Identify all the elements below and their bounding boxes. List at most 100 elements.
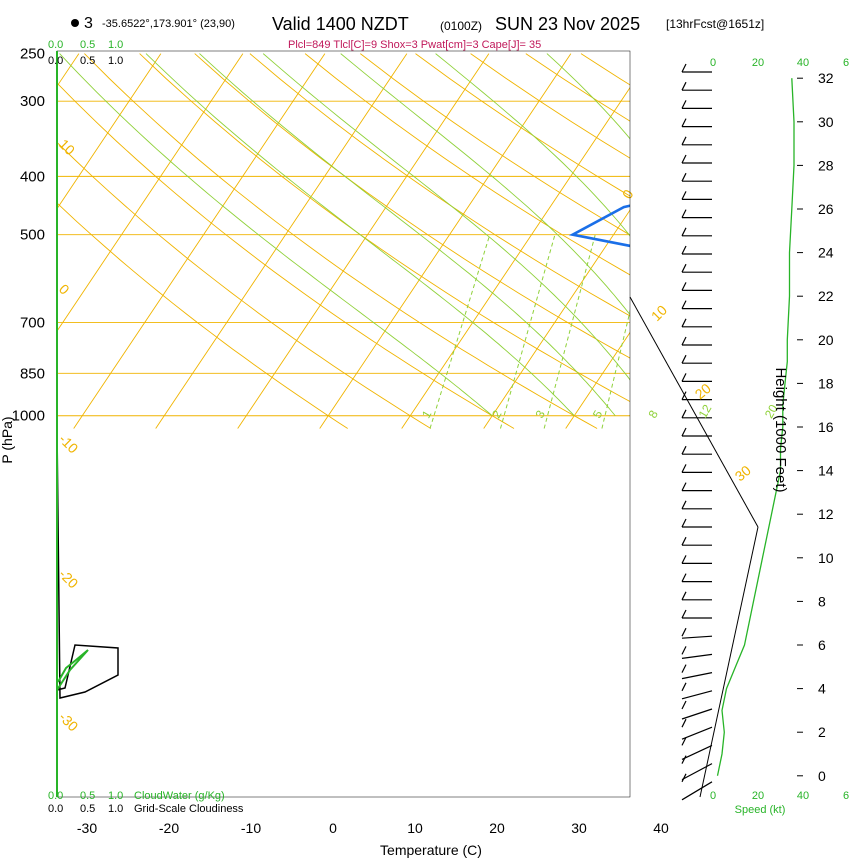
cloudiness-scale-bottom-0: 0.0 [48, 803, 63, 815]
wind-barb-35 [681, 708, 713, 720]
mixing-ratio-1 [429, 234, 491, 429]
wind-barb-flag-6 [681, 172, 687, 182]
y-axis-title: P (hPa) [0, 416, 15, 463]
cloudwater-scale-top-1: 0.5 [80, 39, 95, 51]
height-scale-line-upper [629, 296, 759, 528]
p-tick-label-300: 300 [20, 93, 45, 110]
wind-barb-flag-27 [681, 555, 687, 564]
mixing-ratio-label-1: 1 [419, 408, 435, 421]
cloudwater-scale-bottom-1: 0.5 [80, 790, 95, 802]
speed-bottom-60: 6 [843, 790, 849, 802]
isotherm-10 [648, 54, 850, 429]
height-tick-label-10: 10 [818, 550, 834, 566]
height-tick-label-2: 2 [818, 724, 826, 740]
height-tick-label-26: 26 [818, 201, 834, 217]
forecast-date: SUN 23 Nov 2025 [495, 14, 640, 34]
wind-barb-flag-10 [681, 245, 687, 255]
dry-adiabat-60 [415, 53, 630, 197]
moist-adiabat-3 [262, 53, 630, 381]
wind-barb-flag-22 [681, 464, 687, 473]
wind-barb-flag-38 [681, 755, 687, 764]
dry-adiabat-50 [360, 53, 630, 236]
wind-barb-32 [681, 653, 713, 659]
x-tick-label-0: 0 [329, 820, 337, 836]
wind-barb-37 [681, 744, 713, 760]
mixing-ratio-2 [499, 234, 556, 429]
p-tick-label-850: 850 [20, 365, 45, 382]
height-axis-title: Height (1000 Feet) [772, 367, 789, 492]
height-tick-label-20: 20 [818, 332, 834, 348]
wind-barb-flag-29 [681, 591, 687, 601]
isotherm-label-1: 10 [648, 302, 670, 324]
cloudiness-scale-top-1: 0.5 [80, 55, 95, 67]
moist-adiabat-8 [758, 54, 850, 416]
wind-barb-flag-31 [681, 627, 687, 637]
wind-barb-39 [681, 781, 713, 801]
isotherm-label-3: 30 [732, 462, 754, 484]
speed-bottom-40: 40 [797, 790, 809, 802]
wind-barb-flag-24 [681, 500, 687, 510]
moist-adiabat-1 [145, 53, 575, 417]
utc-time: (0100Z) [440, 19, 482, 33]
wind-speed-profile [716, 78, 795, 776]
p-tick-label-250: 250 [20, 46, 45, 63]
wind-barb-flag-20 [681, 427, 687, 437]
isotherm-label-2: 20 [692, 380, 714, 402]
cloudiness-line [56, 428, 119, 699]
cloud-panel [56, 428, 119, 699]
cloudwater-scale-top-0: 0.0 [48, 39, 63, 51]
wind-barb-flag-9 [681, 227, 687, 237]
wind-barb-flag-32 [681, 646, 687, 655]
isotherm-label-7: -20 [56, 566, 82, 592]
speed-top-0: 0 [710, 57, 716, 69]
wind-barb-33 [681, 672, 713, 680]
wind-barb-flag-37 [681, 737, 687, 746]
wind-barb-flag-25 [681, 518, 687, 528]
height-scale-line-lower [699, 526, 759, 798]
wind-barb-flag-39 [681, 773, 687, 783]
x-axis-title: Temperature (C) [380, 842, 482, 858]
dry-adiabat-10 [139, 53, 630, 403]
x-tick-label--10: -10 [241, 820, 261, 836]
mixing-ratio-label-8: 8 [645, 408, 661, 421]
height-tick-label-0: 0 [818, 768, 826, 784]
speed-top-60: 6 [843, 57, 849, 69]
wind-barb-flag-19 [681, 409, 687, 419]
mixing-ratio-5 [601, 309, 630, 429]
dry-adiabat-130 [802, 54, 850, 429]
dry-adiabat-20 [194, 53, 630, 359]
wind-barb-flag-7 [681, 191, 687, 200]
dry-adiabat-0 [84, 53, 598, 429]
dry-adiabat-120 [747, 54, 850, 429]
dry-adiabat-80 [525, 53, 630, 122]
valid-time: Valid 1400 NZDT [272, 14, 409, 34]
wind-barb-flag-2 [681, 100, 687, 109]
isotherm--40 [237, 53, 490, 429]
wind-barb-36 [681, 726, 713, 740]
wind-barb-flag-4 [681, 136, 687, 146]
mixing-ratio-label-12: 12 [696, 402, 715, 421]
wind-barb-flag-26 [681, 536, 687, 546]
moist-adiabat-4 [340, 53, 630, 316]
speed-bottom-0: 0 [710, 790, 716, 802]
wind-barb-flag-1 [681, 81, 687, 91]
height-tick-label-18: 18 [818, 375, 834, 391]
moist-adiabat-2 [199, 53, 616, 416]
height-tick-label-16: 16 [818, 419, 834, 435]
height-tick-label-22: 22 [818, 288, 834, 304]
wind-barb-flag-14 [681, 318, 687, 328]
wind-barb-flag-13 [681, 300, 687, 309]
station-id: 3 [84, 15, 93, 32]
wind-barb-flag-23 [681, 482, 687, 491]
cloudiness-label: Grid-Scale Cloudiness [134, 803, 244, 815]
speed-label: Speed (kt) [735, 804, 786, 816]
height-tick-label-14: 14 [818, 463, 834, 479]
isotherm--60 [73, 53, 326, 429]
wind-barb-flag-18 [681, 391, 687, 400]
height-tick-label-30: 30 [818, 114, 834, 130]
moist-adiabat-5 [435, 53, 630, 237]
isotherm-0 [565, 331, 630, 429]
wind-barb-34 [681, 690, 713, 700]
cloudiness-scale-top-2: 1.0 [108, 55, 123, 67]
